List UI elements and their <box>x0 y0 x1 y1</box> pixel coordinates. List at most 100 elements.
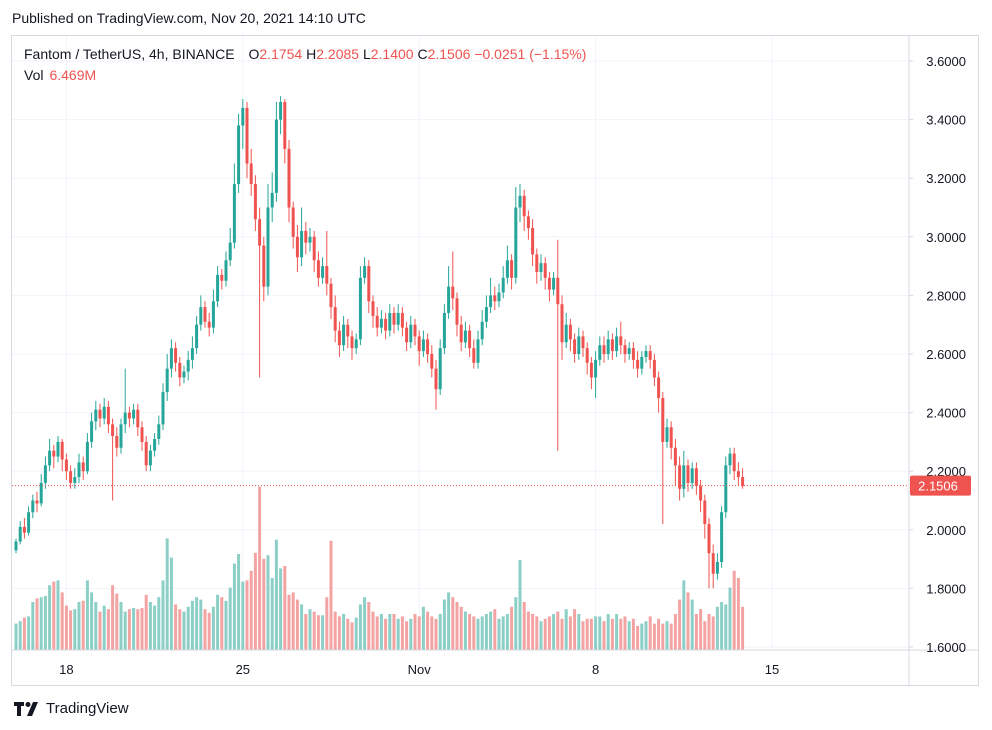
candle <box>678 456 682 501</box>
candle-body <box>413 324 417 337</box>
candle-body <box>644 351 648 357</box>
volume-bar <box>417 616 421 650</box>
last-price-tag-bg <box>910 475 971 496</box>
volume-bar <box>186 606 190 650</box>
candle-body <box>396 312 400 325</box>
candlestick-chart[interactable]: 3.6000 3.4000 3.2000 3.0000 2.8000 2.6000 2.40… <box>12 36 979 685</box>
candle-body <box>657 377 661 398</box>
candle <box>531 219 535 267</box>
candle-body <box>724 465 728 513</box>
volume-bar <box>505 614 509 650</box>
candle-body <box>673 447 677 466</box>
open-label: O <box>248 46 260 62</box>
volume-bar <box>350 622 354 650</box>
candle-body <box>497 292 501 302</box>
candle-body <box>564 324 568 343</box>
candle <box>514 186 518 284</box>
candle-body <box>631 348 635 360</box>
candle-body <box>510 260 514 278</box>
candle <box>455 292 459 337</box>
candle-body <box>442 312 446 349</box>
candle <box>396 304 400 331</box>
volume-bar <box>178 609 182 650</box>
low-label: L <box>362 46 371 62</box>
volume-bar <box>543 618 547 650</box>
volume-bar <box>732 570 736 650</box>
volume-bar <box>476 618 480 650</box>
volume-bar <box>169 557 173 650</box>
volume-bar <box>140 608 144 650</box>
candle-body <box>665 427 669 442</box>
candle <box>405 321 409 352</box>
footer-brand[interactable]: TradingView <box>14 700 129 717</box>
volume-legend: Vol 6.469M <box>24 67 104 83</box>
candle-body <box>232 184 236 243</box>
candle-body <box>329 283 333 308</box>
volume-bar <box>279 568 283 650</box>
candle <box>253 175 257 231</box>
volume-bar <box>623 616 627 650</box>
candle-body <box>237 125 241 185</box>
volume-bar <box>106 609 110 650</box>
candle <box>190 336 194 369</box>
candle <box>434 359 438 410</box>
volume-bar <box>581 621 585 650</box>
candle <box>308 228 312 252</box>
candle-body <box>73 477 77 483</box>
candle-body <box>270 192 274 208</box>
candle-body <box>207 321 211 328</box>
candle <box>577 327 581 360</box>
published-caption: Published on TradingView.com, Nov 20, 20… <box>12 10 366 26</box>
high-label: H <box>306 46 317 62</box>
candle-body <box>186 359 190 372</box>
candle-body <box>43 465 47 483</box>
volume-bar <box>287 594 291 650</box>
candle-body <box>127 412 131 419</box>
volume-bar <box>190 600 194 650</box>
volume-value: 6.469M <box>49 67 97 83</box>
candle <box>610 333 614 360</box>
candle-body <box>577 336 581 354</box>
volume-bar <box>216 594 220 650</box>
volume-bar <box>18 621 22 650</box>
candle-body <box>22 526 26 533</box>
candle <box>220 269 224 290</box>
volume-bar <box>384 618 388 650</box>
volume-bar <box>39 597 43 650</box>
volume-bar <box>497 618 501 650</box>
candle-body <box>266 207 270 287</box>
candle <box>186 351 190 381</box>
candle-body <box>169 348 173 369</box>
candle <box>669 421 673 460</box>
volume-bar <box>228 587 232 650</box>
candle <box>686 459 690 492</box>
candle <box>73 468 77 489</box>
candle-body <box>258 219 262 246</box>
candle-body <box>14 541 18 551</box>
candles <box>14 96 745 589</box>
volume-bar <box>249 570 253 650</box>
candle-body <box>720 512 724 563</box>
candle-body <box>535 254 539 272</box>
candle-body <box>148 450 152 466</box>
candle <box>589 356 593 390</box>
candle-body <box>715 562 719 574</box>
candle-body <box>165 368 169 393</box>
close-value: 2.1506 <box>427 46 471 62</box>
candle-body <box>98 409 102 419</box>
candle <box>703 494 707 539</box>
candle <box>552 271 556 296</box>
volume-bar <box>636 626 640 650</box>
volume-bar <box>644 621 648 650</box>
candle-body <box>321 266 325 278</box>
candle-body <box>136 409 140 428</box>
candle-body <box>560 304 564 343</box>
candle-body <box>615 336 619 352</box>
candle-body <box>619 336 623 346</box>
volume-bar <box>518 560 522 650</box>
volume-bar <box>665 621 669 650</box>
volume-bar <box>266 555 270 650</box>
candle <box>69 465 73 489</box>
volume-bar <box>631 618 635 650</box>
candle-body <box>31 500 35 513</box>
